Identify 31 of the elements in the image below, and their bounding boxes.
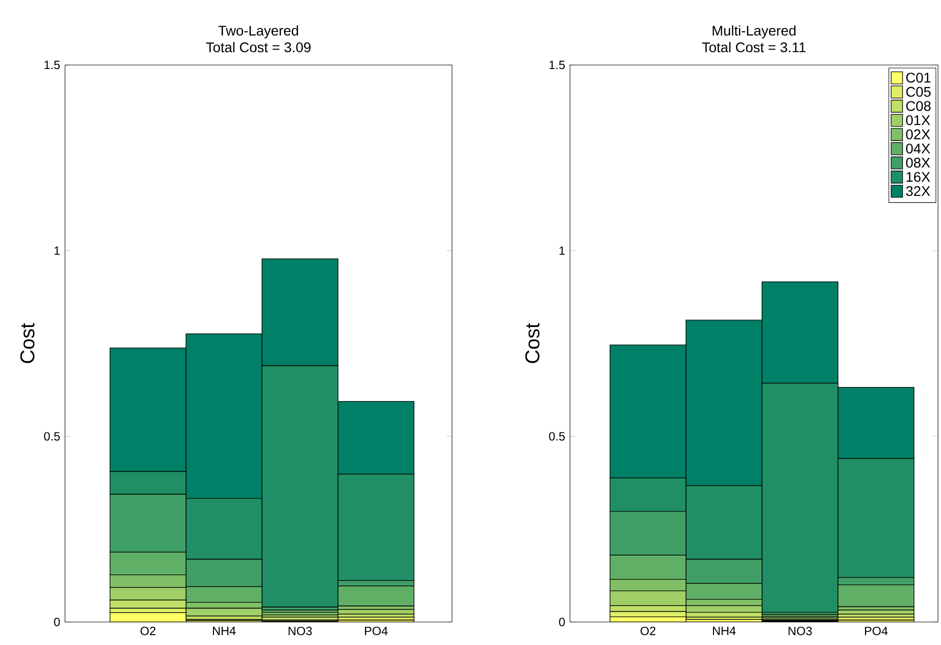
legend-label: 08X bbox=[906, 158, 930, 168]
y-tick-label: 1 bbox=[54, 246, 60, 255]
legend-label: 04X bbox=[906, 144, 930, 154]
legend-label: 16X bbox=[906, 172, 930, 182]
y-tick-label: 1.5 bbox=[44, 60, 60, 70]
x-tick-label: O2 bbox=[640, 626, 656, 636]
y-tick-label: 0.5 bbox=[549, 432, 565, 441]
chart-title: Multi-Layered bbox=[712, 25, 796, 38]
legend-label: 02X bbox=[906, 129, 930, 140]
y-axis-title: Cost bbox=[525, 323, 540, 364]
x-tick-label: NH4 bbox=[212, 626, 236, 635]
y-tick-label: 1.5 bbox=[550, 60, 565, 70]
legend-label: C01 bbox=[906, 72, 931, 83]
y-tick-label: 1 bbox=[560, 246, 565, 255]
x-tick-label: PO4 bbox=[864, 626, 888, 636]
y-axis-title: Cost bbox=[20, 323, 34, 364]
x-tick-label: NO3 bbox=[788, 626, 812, 636]
legend-label: 01X bbox=[906, 115, 930, 126]
x-tick-label: PO4 bbox=[364, 626, 388, 636]
y-tick-label: 0 bbox=[54, 618, 60, 626]
y-tick-label: 0 bbox=[559, 618, 565, 626]
legend-label: 32X bbox=[906, 186, 930, 196]
x-tick-label: O2 bbox=[140, 626, 156, 636]
chart-subtitle: Total Cost = 3.09 bbox=[206, 42, 311, 52]
legend-label: C05 bbox=[906, 86, 931, 97]
legend-label: C08 bbox=[906, 101, 931, 111]
chart-subtitle: Total Cost = 3.11 bbox=[702, 42, 806, 52]
y-tick-label: 0.5 bbox=[44, 432, 60, 441]
chart-title: Two-Layered bbox=[218, 25, 298, 38]
x-tick-label: NO3 bbox=[288, 626, 312, 636]
x-tick-label: NH4 bbox=[712, 626, 736, 635]
